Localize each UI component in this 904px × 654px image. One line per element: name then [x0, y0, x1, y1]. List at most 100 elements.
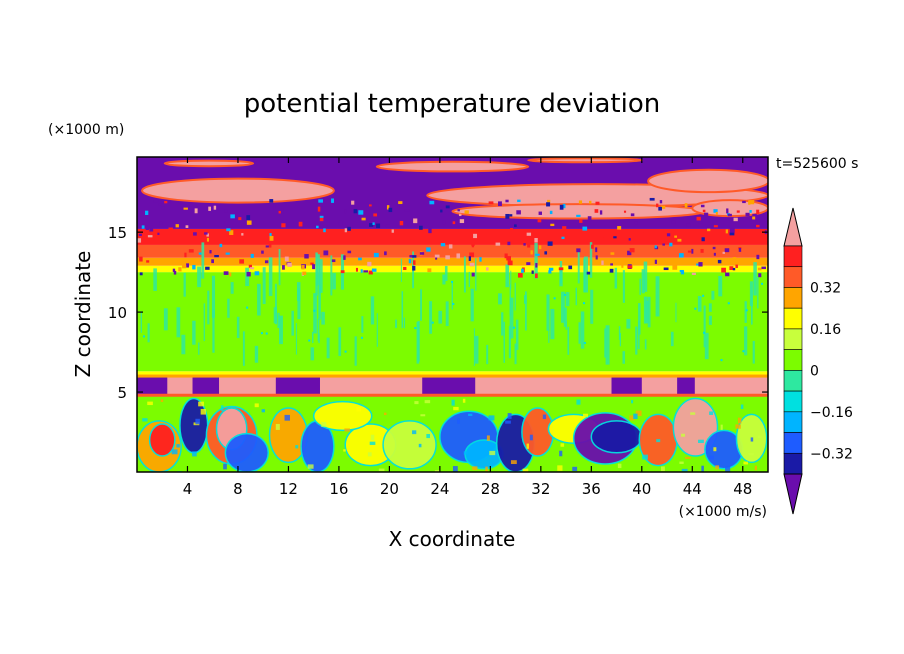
- contour-speck: [331, 259, 336, 263]
- contour-speck: [376, 223, 381, 229]
- contour-speck: [371, 268, 377, 272]
- contour-speck: [145, 210, 149, 215]
- contour-speck: [729, 266, 734, 270]
- contour-streak: [326, 337, 330, 359]
- contour-speck: [204, 232, 208, 235]
- contour-speck: [674, 235, 678, 238]
- contour-speck: [229, 272, 232, 277]
- contour-streak: [291, 310, 294, 336]
- x-tick-label: 40: [632, 480, 651, 498]
- contour-streak: [744, 326, 748, 356]
- contour-speck: [727, 232, 731, 237]
- contour-speck: [548, 267, 554, 271]
- contour-speck: [595, 247, 598, 253]
- contour-speck: [429, 200, 435, 205]
- contour-streak: [203, 303, 205, 342]
- contour-speck: [462, 398, 466, 403]
- contour-speck: [749, 210, 752, 213]
- contour-speck: [479, 257, 482, 262]
- colorbar-tick-label: −0.16: [810, 405, 853, 421]
- contour-speck: [269, 235, 274, 241]
- x-axis-ticks: 4 8 12 16 20 24 28 32 36 40 44 48: [183, 157, 752, 498]
- contour-speck: [419, 225, 423, 230]
- contour-speck: [572, 207, 577, 210]
- contour-speck: [367, 261, 372, 267]
- contour-speck: [457, 418, 460, 424]
- contour-streak: [559, 260, 563, 284]
- contour-speck: [157, 232, 160, 235]
- contour-streak: [575, 287, 577, 306]
- time-label: t=525600 s: [776, 156, 858, 172]
- contour-speck: [542, 414, 547, 420]
- contour-band-segment: [422, 376, 476, 396]
- contour-speck: [367, 452, 372, 457]
- contour-speck: [386, 205, 390, 210]
- contour-speck: [627, 250, 632, 256]
- contour-speck: [193, 232, 197, 236]
- contour-speck: [582, 302, 585, 305]
- contour-speck: [729, 232, 735, 236]
- contour-speck: [749, 200, 755, 205]
- contour-speck: [426, 433, 431, 439]
- contour-speck: [717, 259, 722, 264]
- contour-speck: [265, 245, 270, 248]
- contour-speck: [750, 437, 754, 442]
- contour-speck: [709, 411, 714, 415]
- contour-speck: [488, 201, 494, 205]
- contour-speck: [172, 268, 176, 272]
- contour-speck: [351, 200, 355, 205]
- contour-streak: [296, 282, 301, 301]
- contour-speck: [445, 255, 450, 260]
- contour-speck: [505, 199, 509, 203]
- contour-speck: [610, 252, 615, 255]
- x-tick-label: 44: [683, 480, 702, 498]
- contour-speck: [663, 267, 669, 271]
- contour-speck: [700, 204, 705, 208]
- contour-speck: [517, 199, 521, 203]
- contour-streak: [278, 249, 281, 286]
- contour-streak: [510, 270, 512, 290]
- contour-speck: [713, 209, 718, 213]
- contour-streak: [644, 339, 647, 350]
- contour-speck: [384, 412, 387, 416]
- contour-speck: [576, 214, 581, 217]
- contour-speck: [464, 210, 469, 214]
- contour-band: [137, 244, 768, 258]
- contour-speck: [239, 259, 245, 264]
- contour-streak: [515, 319, 519, 350]
- contour-speck: [656, 439, 661, 443]
- contour-streak: [757, 276, 759, 309]
- contour-speck: [599, 210, 603, 215]
- contour-speck: [601, 260, 604, 265]
- contour-speck: [343, 449, 346, 452]
- contour-streak: [626, 319, 631, 329]
- contour-speck: [192, 451, 197, 457]
- contour-speck: [471, 244, 475, 248]
- contour-speck: [384, 251, 387, 256]
- contour-streak: [475, 258, 477, 291]
- contour-speck: [595, 255, 598, 260]
- contour-speck: [412, 265, 416, 271]
- contour-speck: [459, 219, 465, 224]
- x-tick-label: 24: [430, 480, 449, 498]
- contour-streak: [577, 248, 580, 284]
- contour-speck: [685, 456, 691, 459]
- contour-speck: [544, 251, 548, 255]
- contour-speck: [418, 443, 422, 448]
- contour-speck: [757, 267, 762, 271]
- contour-band: [137, 371, 768, 377]
- contour-streak: [420, 289, 422, 321]
- x-axis-label: X coordinate: [389, 527, 516, 551]
- contour-streak: [647, 296, 651, 328]
- contour-speck: [684, 203, 688, 208]
- contour-speck: [629, 248, 635, 253]
- contour-speck: [347, 250, 352, 254]
- contour-eddy: [224, 432, 269, 472]
- contour-speck: [738, 248, 742, 252]
- contour-speck: [537, 219, 542, 223]
- contour-streak: [277, 312, 280, 329]
- contour-speck: [145, 225, 149, 231]
- contour-speck: [175, 224, 179, 228]
- contour-speck: [547, 199, 551, 203]
- contour-streak: [618, 326, 621, 340]
